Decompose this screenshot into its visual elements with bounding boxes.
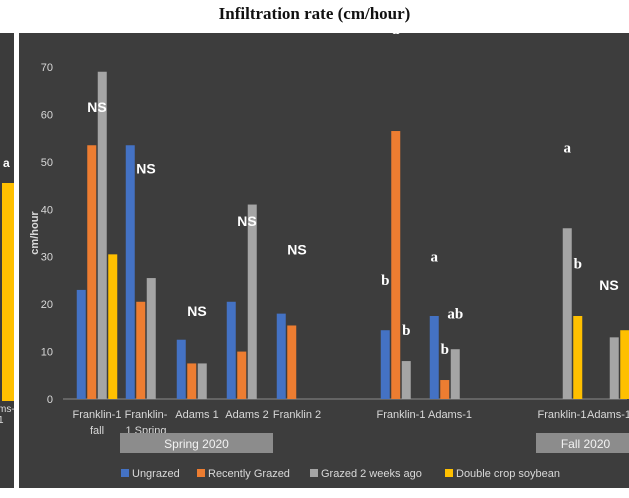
bar-recently-grazed (136, 301, 146, 399)
y-tick-label: 0 (47, 394, 53, 406)
bar-double-crop-soybean (108, 254, 118, 399)
category-label: fall (90, 425, 104, 437)
category-label: Adams 1 (175, 409, 218, 421)
group-label: Fall 2020 (561, 437, 611, 451)
ns-annotation: NS (287, 241, 306, 257)
bar-grazed-2-weeks-ago (247, 204, 257, 399)
y-axis-label: cm/hour (29, 211, 41, 255)
bar-recently-grazed (440, 380, 450, 399)
y-tick-label: 20 (41, 299, 53, 311)
bar-double-crop-soybean (620, 330, 629, 399)
bar-ungrazed (380, 330, 390, 399)
category-label: Franklin 2 (273, 409, 321, 421)
bar-grazed-2-weeks-ago (609, 337, 619, 399)
bar-recently-grazed (187, 363, 197, 399)
bar-ungrazed (76, 289, 86, 399)
bar-recently-grazed (87, 145, 97, 399)
category-label: Franklin-1 (377, 409, 426, 421)
y-tick-label: 10 (41, 347, 53, 359)
bar-recently-grazed (287, 325, 297, 399)
y-tick-label: 40 (41, 204, 53, 216)
category-label: Franklin-1 (73, 409, 122, 421)
bar-double-crop-soybean (573, 316, 583, 399)
bar-recently-grazed (237, 351, 247, 399)
significance-letter: b (402, 323, 410, 339)
bar-grazed-2-weeks-ago (97, 71, 107, 399)
significance-letter: ab (447, 306, 463, 322)
legend-label: Ungrazed (132, 468, 180, 480)
ns-annotation: NS (237, 213, 256, 229)
bar-recently-grazed (391, 131, 401, 399)
bar-ungrazed (276, 313, 286, 399)
category-label: Franklin- (125, 409, 168, 421)
significance-letter: a (431, 249, 439, 265)
infiltration-bar-chart: cm/hour 0 10 20 30 40 50 60 70 Franklin-1 fall Fran… (29, 33, 629, 480)
significance-letter: a (564, 140, 572, 156)
chart-panel: cm/hour 0 10 20 30 40 50 60 70 Franklin-1 fall Fran… (19, 33, 629, 488)
legend-label: Double crop soybean (456, 468, 560, 480)
significance-letter: b (574, 257, 582, 273)
legend-swatch (197, 469, 205, 477)
y-tick-label: 30 (41, 252, 53, 264)
group-label-box (120, 433, 273, 453)
page-title: Infiltration rate (cm/hour) (218, 4, 411, 23)
cropped-neighbor-chart: a ms-1 (0, 33, 14, 488)
bar-grazed-2-weeks-ago (401, 361, 411, 399)
ns-annotation: NS (187, 303, 206, 319)
significance-letter: a (392, 33, 400, 38)
bar-grazed-2-weeks-ago (146, 278, 156, 399)
group-label-box (536, 433, 629, 453)
y-tick-label: 50 (41, 157, 53, 169)
ns-annotation: NS (136, 161, 155, 177)
bar-grazed-2-weeks-ago (562, 228, 572, 399)
category-label: Franklin-1 (538, 409, 587, 421)
significance-letter: b (441, 342, 449, 358)
bar-grazed-2-weeks-ago (450, 349, 460, 399)
cropped-annotation: a (3, 156, 10, 170)
legend-swatch (121, 469, 129, 477)
category-label: Adams-1 (587, 409, 629, 421)
legend-swatch (310, 469, 318, 477)
ns-annotation: NS (599, 277, 618, 293)
bar-ungrazed (226, 301, 236, 399)
legend-swatch (445, 469, 453, 477)
category-label: Adams 2 (225, 409, 268, 421)
legend-label: Grazed 2 weeks ago (321, 468, 422, 480)
y-tick-label: 60 (41, 109, 53, 121)
category-label: Adams-1 (428, 409, 472, 421)
group-label: Spring 2020 (164, 437, 229, 451)
cropped-bar (2, 183, 14, 401)
significance-letter: b (381, 273, 389, 289)
ns-annotation: NS (87, 99, 106, 115)
bar-ungrazed (429, 316, 439, 399)
legend-label: Recently Grazed (208, 468, 290, 480)
bar-ungrazed (176, 339, 186, 399)
bar-ungrazed (125, 145, 135, 399)
cropped-category-label: ms-1 (0, 404, 14, 426)
y-tick-label: 70 (41, 62, 53, 74)
bar-grazed-2-weeks-ago (197, 363, 207, 399)
